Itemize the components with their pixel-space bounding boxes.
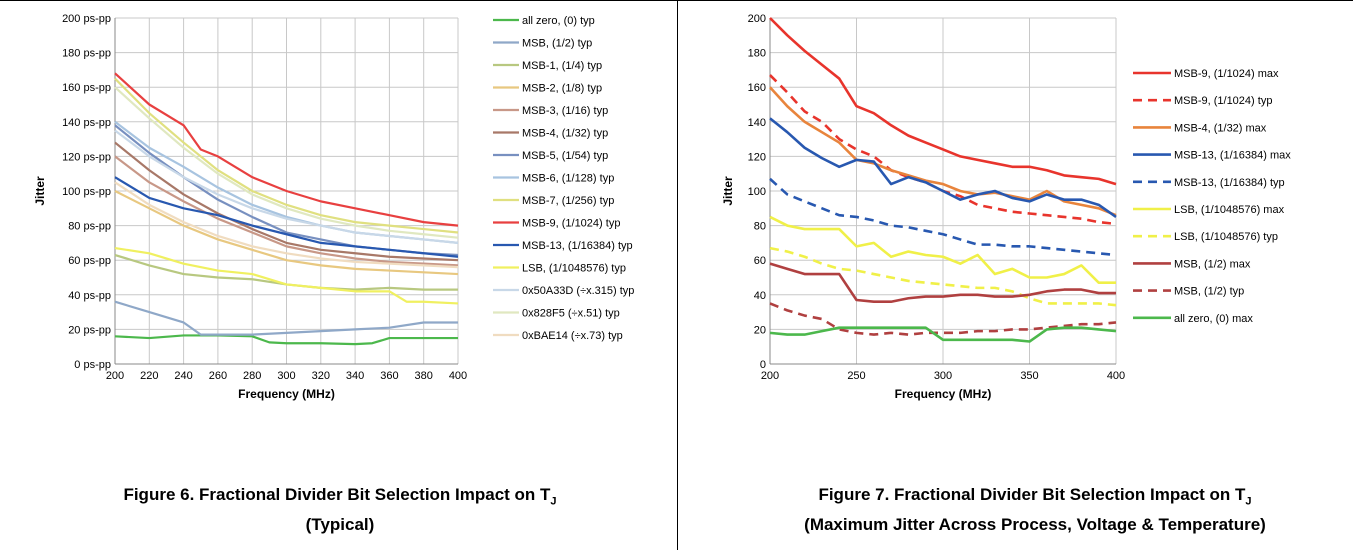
y-tick-label: 160 xyxy=(748,82,766,94)
figure-7-caption: Figure 7. Fractional Divider Bit Selecti… xyxy=(740,483,1330,536)
series-line xyxy=(769,177,1117,257)
figure-7-caption-subscript: J xyxy=(1245,495,1252,508)
series-line xyxy=(114,181,459,269)
legend-label: MSB, (1/2) max xyxy=(1174,258,1251,270)
y-tick-label: 40 xyxy=(754,290,766,302)
y-tick-label: 60 xyxy=(754,255,766,267)
x-tick-label: 320 xyxy=(312,370,330,382)
legend-label: MSB-3, (1/16) typ xyxy=(522,105,608,117)
series-line xyxy=(769,326,1117,343)
x-axis-title: Frequency (MHz) xyxy=(895,387,992,401)
legend-label: MSB-1, (1/4) typ xyxy=(522,60,602,72)
y-tick-label: 80 xyxy=(754,221,766,233)
y-tick-label: 40 ps-pp xyxy=(68,290,111,302)
figure-7-caption-line2: (Maximum Jitter Across Process, Voltage … xyxy=(804,515,1266,535)
top-border xyxy=(0,0,1353,1)
legend-label: LSB, (1/1048576) typ xyxy=(1174,231,1278,243)
x-tick-label: 300 xyxy=(277,370,295,382)
legend-label: MSB-9, (1/1024) typ xyxy=(1174,95,1272,107)
y-tick-label: 60 ps-pp xyxy=(68,255,111,267)
x-tick-label: 250 xyxy=(847,370,865,382)
legend-label: all zero, (0) typ xyxy=(522,15,595,27)
y-tick-label: 200 xyxy=(748,13,766,25)
legend-label: MSB-4, (1/32) typ xyxy=(522,128,608,140)
legend-label: MSB-7, (1/256) typ xyxy=(522,195,614,207)
legend-label: MSB-6, (1/128) typ xyxy=(522,173,614,185)
series-line xyxy=(769,215,1116,284)
series-line xyxy=(769,302,1117,336)
x-tick-label: 360 xyxy=(380,370,398,382)
y-tick-label: 160 ps-pp xyxy=(62,82,111,94)
x-tick-label: 200 xyxy=(761,370,779,382)
x-tick-label: 400 xyxy=(449,370,467,382)
series-line xyxy=(114,155,459,267)
y-tick-label: 180 xyxy=(748,48,766,60)
y-axis-title: Jitter xyxy=(33,176,47,206)
y-tick-label: 120 xyxy=(748,151,766,163)
figure-6-caption-line1: Figure 6. Fractional Divider Bit Selecti… xyxy=(123,485,551,504)
y-tick-label: 20 xyxy=(754,324,766,336)
series-line xyxy=(114,77,459,234)
figure-6-caption-line2: (Typical) xyxy=(305,515,375,535)
legend-label: MSB-13, (1/16384) typ xyxy=(1174,177,1285,189)
legend-label: MSB-2, (1/8) typ xyxy=(522,83,602,95)
x-tick-label: 400 xyxy=(1107,370,1125,382)
x-tick-label: 300 xyxy=(934,370,952,382)
series-line xyxy=(769,246,1117,307)
legend-label: 0x50A33D (÷x.315) typ xyxy=(522,285,634,297)
series-line xyxy=(114,190,459,276)
legend-label: LSB, (1/1048576) max xyxy=(1174,204,1285,216)
series-line xyxy=(114,129,459,244)
x-tick-label: 220 xyxy=(140,370,158,382)
legend-label: MSB-13, (1/16384) max xyxy=(1174,150,1291,162)
series-line xyxy=(114,247,459,305)
x-tick-label: 350 xyxy=(1020,370,1038,382)
series-line xyxy=(114,334,458,346)
y-axis-title: Jitter xyxy=(721,176,735,206)
figure-6-caption: Figure 6. Fractional Divider Bit Selecti… xyxy=(60,483,620,536)
series-line xyxy=(769,17,1117,186)
series-line xyxy=(114,86,459,239)
y-tick-label: 0 xyxy=(760,359,766,371)
series-line xyxy=(114,300,458,336)
y-tick-label: 100 xyxy=(748,186,766,198)
y-tick-label: 100 ps-pp xyxy=(62,186,111,198)
x-tick-label: 260 xyxy=(209,370,227,382)
y-tick-label: 140 xyxy=(748,117,766,129)
series-line xyxy=(769,262,1116,304)
x-tick-label: 380 xyxy=(415,370,433,382)
x-tick-label: 240 xyxy=(174,370,192,382)
y-tick-label: 20 ps-pp xyxy=(68,324,111,336)
legend-label: MSB-13, (1/16384) typ xyxy=(522,240,633,252)
legend-label: MSB-9, (1/1024) max xyxy=(1174,68,1279,80)
y-tick-label: 0 ps-pp xyxy=(74,359,111,371)
legend-label: all zero, (0) max xyxy=(1174,313,1253,325)
legend-label: MSB, (1/2) typ xyxy=(522,38,592,50)
legend-label: MSB-5, (1/54) typ xyxy=(522,150,608,162)
x-tick-label: 200 xyxy=(106,370,124,382)
series-line xyxy=(114,176,459,258)
legend-label: 0x828F5 (÷x.51) typ xyxy=(522,308,620,320)
legend-label: 0xBAE14 (÷x.73) typ xyxy=(522,330,623,342)
legend-label: MSB-4, (1/32) max xyxy=(1174,122,1267,134)
figure-6-caption-subscript: J xyxy=(550,495,557,508)
y-tick-label: 120 ps-pp xyxy=(62,151,111,163)
series-line xyxy=(769,117,1117,219)
figure-7-caption-line1: Figure 7. Fractional Divider Bit Selecti… xyxy=(818,485,1246,504)
legend-label: MSB, (1/2) typ xyxy=(1174,286,1244,298)
left-panel xyxy=(677,0,678,550)
legend-label: LSB, (1/1048576) typ xyxy=(522,263,626,275)
series-line xyxy=(114,72,459,227)
x-axis-title: Frequency (MHz) xyxy=(238,387,335,401)
chart-figure-6: 200 220 240 260 280 300 320 340 360 380 400 0 ps-pp… xyxy=(33,13,634,401)
series-line xyxy=(114,141,459,262)
legend-label: MSB-9, (1/1024) typ xyxy=(522,218,620,230)
y-tick-label: 200 ps-pp xyxy=(62,13,111,25)
y-tick-label: 140 ps-pp xyxy=(62,117,111,129)
y-tick-label: 80 ps-pp xyxy=(68,221,111,233)
x-tick-label: 280 xyxy=(243,370,261,382)
x-tick-label: 340 xyxy=(346,370,364,382)
y-tick-label: 180 ps-pp xyxy=(62,48,111,60)
